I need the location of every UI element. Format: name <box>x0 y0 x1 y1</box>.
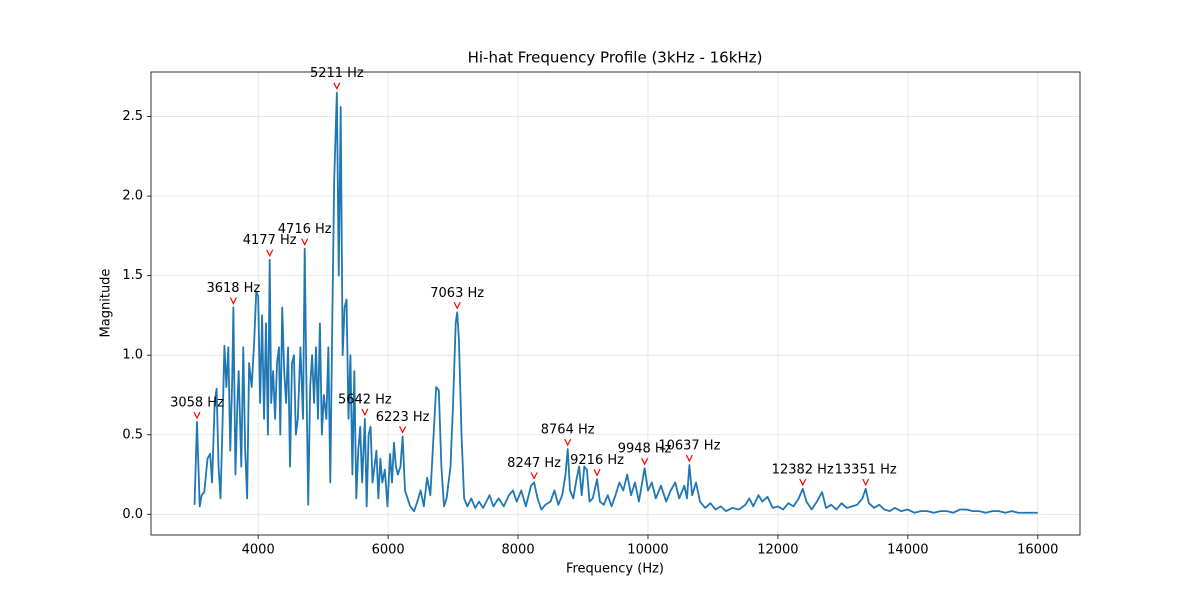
spectrum-line <box>193 91 1038 514</box>
plot-frame <box>150 71 1081 536</box>
peak-marker <box>193 411 201 420</box>
x-tick-label: 10000 <box>627 543 668 558</box>
peak-label: 4177 Hz <box>243 233 297 248</box>
peak-marker <box>641 457 649 466</box>
peak-marker <box>453 301 461 310</box>
x-tick-label: 16000 <box>1017 543 1058 558</box>
x-tick-label: 8000 <box>502 543 535 558</box>
y-tick-label: 2.5 <box>122 109 143 124</box>
peak-label: 12382 Hz <box>772 462 834 477</box>
peak-marker <box>530 472 538 480</box>
y-tick-label: 0.0 <box>122 507 143 522</box>
y-tick-label: 1.0 <box>122 348 143 363</box>
peak-label: 7063 Hz <box>430 286 484 301</box>
peak-label: 8764 Hz <box>541 423 595 438</box>
peak-marker <box>593 469 601 477</box>
y-tick-label: 2.0 <box>122 189 143 204</box>
peak-label: 9948 Hz <box>618 442 672 457</box>
y-axis-label: Magnitude <box>99 269 114 338</box>
peak-marker <box>799 478 807 487</box>
chart-title: Hi-hat Frequency Profile (3kHz - 16kHz) <box>468 49 763 67</box>
peak-label: 9216 Hz <box>570 453 624 468</box>
peak-label: 3618 Hz <box>206 281 260 296</box>
y-tick-label: 1.5 <box>122 268 143 283</box>
peak-label: 10637 Hz <box>658 438 720 453</box>
peak-marker <box>685 454 693 463</box>
peak-label: 4716 Hz <box>278 222 332 237</box>
peak-label: 8247 Hz <box>507 456 561 471</box>
x-tick-label: 6000 <box>372 543 405 558</box>
peak-label: 5642 Hz <box>338 392 392 407</box>
x-tick-label: 14000 <box>887 543 928 558</box>
peak-marker <box>229 297 237 305</box>
x-axis-label: Frequency (Hz) <box>566 562 664 577</box>
peak-marker <box>361 408 369 417</box>
peak-marker <box>564 438 572 447</box>
peak-marker <box>862 478 870 487</box>
x-tick-label: 12000 <box>757 543 798 558</box>
x-tick-label: 4000 <box>242 543 275 558</box>
peak-label: 6223 Hz <box>376 410 430 425</box>
y-tick-label: 0.5 <box>122 427 143 442</box>
peak-label: 5211 Hz <box>310 66 364 81</box>
peak-label: 3058 Hz <box>170 396 224 411</box>
peak-marker <box>301 238 309 246</box>
peak-marker <box>399 426 407 434</box>
peak-marker <box>266 249 274 258</box>
peak-marker <box>333 82 341 91</box>
peak-label: 13351 Hz <box>835 462 897 477</box>
